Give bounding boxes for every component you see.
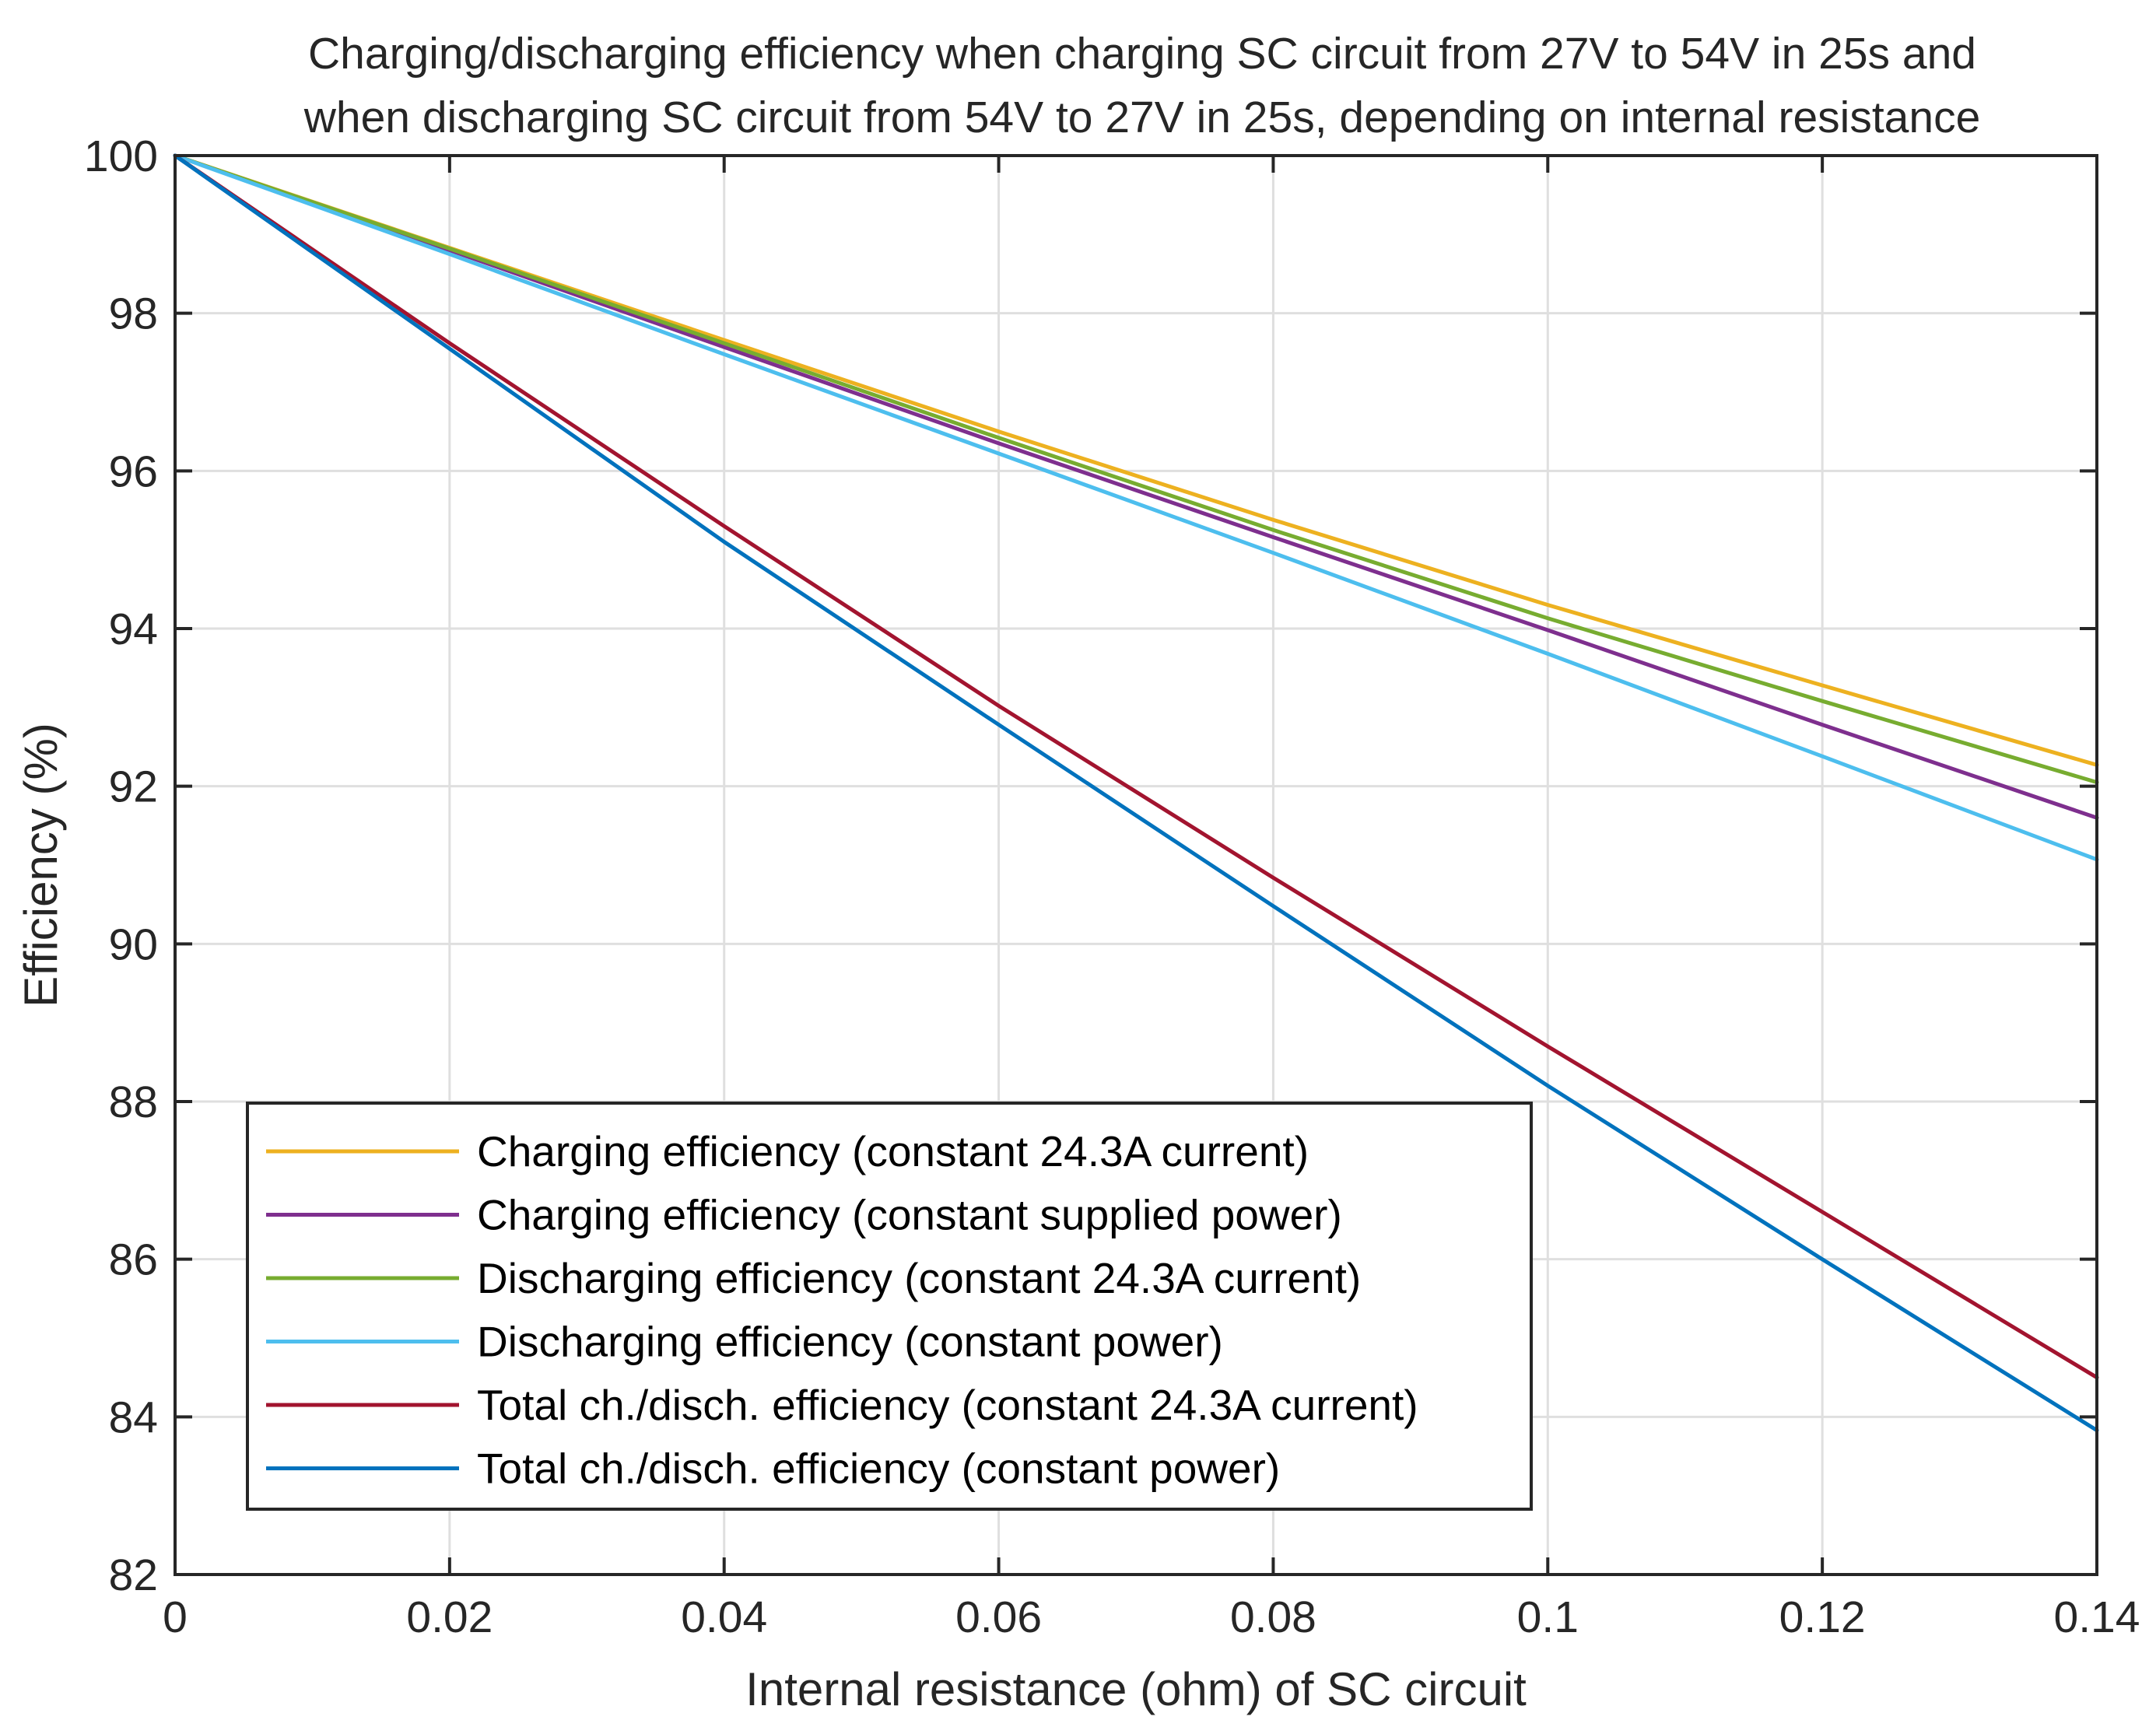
legend-label-4: Discharging efficiency (constant power) [477,1318,1223,1366]
y-tick-label: 94 [109,604,158,654]
y-tick-label: 90 [109,920,158,969]
y-tick-label: 84 [109,1392,158,1442]
y-axis-label: Efficiency (%) [15,723,67,1007]
series-line-6 [173,153,2099,1433]
series-line-5 [173,153,2099,1380]
y-tick-label: 88 [109,1077,158,1127]
y-axis-ticks: 82 84 86 88 90 92 94 96 98 100 [84,131,2097,1600]
chart-title-line-2: when discharging SC circuit from 54V to … [303,93,1981,142]
legend-box [246,1102,1533,1511]
x-tick-label: 0 [163,1592,188,1642]
legend: Charging efficiency (constant 24.3A curr… [246,1102,1533,1511]
chart-title: Charging/discharging efficiency when cha… [303,29,1981,142]
axes-box [174,154,2098,1576]
chart-title-line-1: Charging/discharging efficiency when cha… [308,29,1976,79]
legend-label-3: Discharging efficiency (constant 24.3A c… [477,1254,1361,1302]
y-tick-label: 96 [109,447,158,496]
series-lines [173,153,2099,1433]
x-tick-label: 0.14 [2054,1592,2140,1642]
x-tick-label: 0.02 [406,1592,493,1642]
legend-label-2: Charging efficiency (constant supplied p… [477,1191,1342,1239]
x-axis-label: Internal resistance (ohm) of SC circuit [745,1663,1527,1715]
y-tick-label: 98 [109,289,158,339]
legend-label-1: Charging efficiency (constant 24.3A curr… [477,1127,1309,1175]
y-tick-label: 82 [109,1550,158,1600]
y-tick-label: 92 [109,762,158,812]
y-tick-label: 100 [84,131,158,181]
x-tick-label: 0.04 [681,1592,767,1642]
x-tick-label: 0.1 [1517,1592,1579,1642]
x-tick-label: 0.06 [955,1592,1042,1642]
series-line-3 [173,153,2099,785]
x-axis-ticks: 0 0.02 0.04 0.06 0.08 0.1 0.12 0.14 [163,156,2140,1642]
x-tick-label: 0.08 [1230,1592,1316,1642]
legend-label-5: Total ch./disch. efficiency (constant 24… [477,1381,1418,1429]
series-line-4 [173,153,2099,862]
x-tick-label: 0.12 [1779,1592,1866,1642]
y-tick-label: 86 [109,1235,158,1285]
legend-label-6: Total ch./disch. efficiency (constant po… [477,1445,1280,1493]
